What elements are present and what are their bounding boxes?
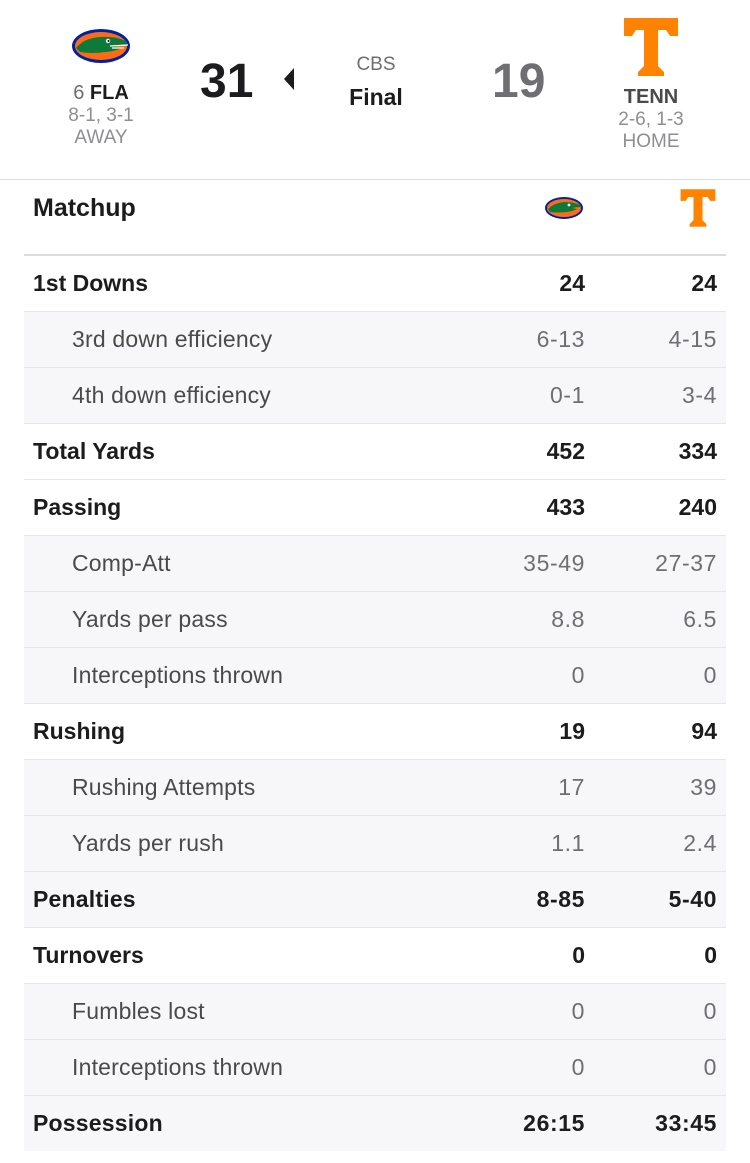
- stat-away-value: 452: [546, 438, 585, 464]
- stat-row-comp-att: Comp-Att 35-49 27-37: [24, 536, 726, 592]
- power-t-logo-icon: [624, 18, 678, 76]
- stat-label: Penalties: [33, 886, 136, 912]
- stat-away-value: 0: [571, 998, 585, 1024]
- game-status: CBS Final: [320, 54, 432, 111]
- stat-label: Interceptions thrown: [72, 1054, 284, 1080]
- stat-home-value: 27-37: [655, 550, 717, 576]
- stat-home-value: 0: [703, 1054, 717, 1080]
- stat-home-value: 240: [678, 494, 717, 520]
- stat-away-value: 0: [572, 942, 585, 968]
- away-record: 8-1, 3-1: [68, 105, 134, 126]
- stat-home-value: 24: [691, 270, 717, 296]
- stat-home-value: 334: [678, 438, 717, 464]
- stat-label: Turnovers: [33, 942, 144, 968]
- stat-label: Fumbles lost: [72, 998, 205, 1024]
- stat-away-value: 24: [559, 270, 585, 296]
- game-final-status: Final: [349, 84, 403, 110]
- stat-away-value: 19: [559, 718, 585, 744]
- scoreboard-header: 6 FLA 8-1, 3-1 AWAY 31 CBS Final 19 TENN…: [0, 0, 750, 180]
- away-rank: 6: [73, 82, 85, 104]
- stat-away-value: 0-1: [549, 382, 585, 408]
- gators-logo-icon: [72, 29, 130, 63]
- stat-home-value: 3-4: [681, 382, 717, 408]
- stat-label: Yards per pass: [72, 606, 228, 632]
- stat-away-value: 6-13: [536, 326, 585, 352]
- stat-away-value: 8-85: [536, 886, 585, 912]
- matchup-header: Matchup: [24, 180, 726, 256]
- stat-home-value: 2.4: [683, 830, 717, 856]
- stat-label: Rushing Attempts: [72, 774, 256, 800]
- away-abbr: FLA: [89, 82, 129, 104]
- stat-row-possession: Possession 26:15 33:45: [24, 1096, 726, 1151]
- stat-row-fourth-down: 4th down efficiency 0-1 3-4: [24, 368, 726, 424]
- stat-label: 4th down efficiency: [72, 382, 271, 408]
- stat-label: Yards per rush: [72, 830, 224, 856]
- stat-row-interceptions-thrown: Interceptions thrown 0 0: [24, 648, 726, 704]
- home-score: 19: [492, 55, 546, 108]
- stat-row-fumbles-lost: Fumbles lost 0 0: [24, 984, 726, 1040]
- stat-home-value: 33:45: [655, 1110, 717, 1136]
- home-record: 2-6, 1-3: [618, 109, 684, 130]
- stat-row-rushing: Rushing 19 94: [24, 704, 726, 760]
- stat-away-value: 17: [558, 774, 585, 800]
- stat-label: Possession: [33, 1110, 163, 1136]
- broadcast-network: CBS: [356, 54, 396, 75]
- matchup-title: Matchup: [33, 194, 136, 222]
- stat-label: 1st Downs: [33, 270, 149, 296]
- stat-away-value: 0: [571, 662, 585, 688]
- away-side-label: AWAY: [74, 127, 128, 148]
- stat-away-value: 0: [571, 1054, 585, 1080]
- stat-away-value: 26:15: [523, 1110, 585, 1136]
- stat-row-first-downs: 1st Downs 24 24: [24, 256, 726, 312]
- stat-row-yards-per-rush: Yards per rush 1.1 2.4: [24, 816, 726, 872]
- stat-row-penalties: Penalties 8-85 5-40: [24, 872, 726, 928]
- stat-home-value: 0: [703, 662, 717, 688]
- stat-home-value: 0: [704, 942, 717, 968]
- stat-row-total-yards: Total Yards 452 334: [24, 424, 726, 480]
- home-side-label: HOME: [622, 131, 680, 152]
- stat-row-turnovers: Turnovers 0 0: [24, 928, 726, 984]
- home-abbr: TENN: [623, 86, 679, 108]
- stat-label: Interceptions thrown: [72, 662, 284, 688]
- winner-caret-icon: [284, 68, 294, 90]
- stat-rows: 1st Downs 24 24 3rd down efficiency 6-13…: [24, 256, 726, 1151]
- stat-row-yards-per-pass: Yards per pass 8.8 6.5: [24, 592, 726, 648]
- gators-column-logo-icon: [545, 197, 583, 219]
- stat-away-value: 433: [546, 494, 585, 520]
- stat-away-value: 1.1: [551, 830, 585, 856]
- stat-away-value: 8.8: [551, 606, 585, 632]
- home-team-name: TENN: [600, 86, 702, 109]
- stat-away-value: 35-49: [523, 550, 585, 576]
- matchup-card: Matchup 1st Downs 24 24 3rd down efficie…: [24, 180, 726, 1163]
- stat-label: 3rd down efficiency: [72, 326, 273, 352]
- stat-home-value: 5-40: [668, 886, 717, 912]
- home-team[interactable]: TENN 2-6, 1-3 HOME: [600, 16, 702, 153]
- stat-row-rushing-attempts: Rushing Attempts 17 39: [24, 760, 726, 816]
- stat-label: Rushing: [33, 718, 125, 744]
- stat-label: Total Yards: [33, 438, 155, 464]
- away-team[interactable]: 6 FLA 8-1, 3-1 AWAY: [50, 24, 152, 149]
- stat-home-value: 6.5: [683, 606, 717, 632]
- away-team-name: 6 FLA: [50, 82, 152, 105]
- stat-row-passing: Passing 433 240: [24, 480, 726, 536]
- stat-label: Comp-Att: [72, 550, 171, 576]
- stat-home-value: 0: [703, 998, 717, 1024]
- away-score: 31: [200, 55, 254, 108]
- header-divider: [0, 179, 750, 180]
- stat-row-third-down: 3rd down efficiency 6-13 4-15: [24, 312, 726, 368]
- stat-label: Passing: [33, 494, 122, 520]
- stat-row-interceptions-thrown-turnovers: Interceptions thrown 0 0: [24, 1040, 726, 1096]
- power-t-column-logo-icon: [680, 189, 716, 227]
- stat-home-value: 4-15: [668, 326, 717, 352]
- stat-home-value: 94: [691, 718, 717, 744]
- stat-home-value: 39: [690, 774, 717, 800]
